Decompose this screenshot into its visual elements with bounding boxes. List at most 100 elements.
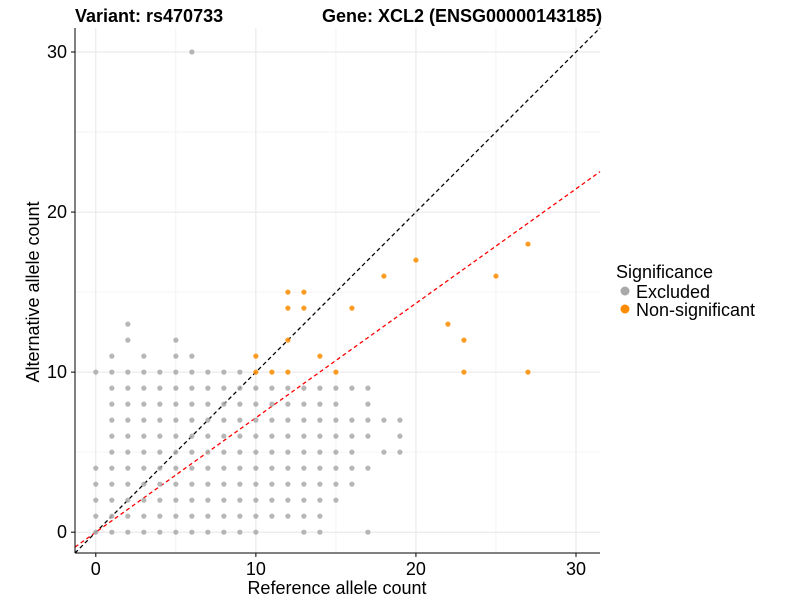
- point-excluded: [189, 529, 195, 535]
- point-excluded: [349, 433, 355, 439]
- legend-label-excluded: Excluded: [636, 282, 710, 302]
- point-excluded: [221, 401, 227, 407]
- point-excluded: [205, 401, 211, 407]
- x-tick-label: 0: [91, 559, 101, 579]
- point-excluded: [125, 321, 131, 327]
- tick-labels: 0 10 20 30 0 10 20 30: [47, 42, 586, 579]
- point-non-significant: [301, 289, 307, 295]
- point-excluded: [93, 513, 99, 519]
- point-non-significant: [253, 353, 259, 359]
- point-excluded: [349, 465, 355, 471]
- point-excluded: [253, 497, 259, 503]
- reference-lines: [74, 27, 601, 554]
- point-excluded: [189, 369, 195, 375]
- point-excluded: [189, 449, 195, 455]
- point-excluded: [141, 433, 147, 439]
- point-excluded: [109, 529, 115, 535]
- point-excluded: [237, 497, 243, 503]
- point-non-significant: [253, 369, 259, 375]
- point-excluded: [157, 497, 163, 503]
- point-excluded: [157, 433, 163, 439]
- point-excluded: [237, 385, 243, 391]
- point-excluded: [333, 481, 339, 487]
- point-excluded: [333, 449, 339, 455]
- point-excluded: [141, 465, 147, 471]
- point-excluded: [205, 433, 211, 439]
- point-excluded: [269, 433, 275, 439]
- point-excluded: [317, 385, 323, 391]
- point-excluded: [301, 497, 307, 503]
- y-tick-label: 0: [57, 522, 67, 542]
- point-excluded: [205, 529, 211, 535]
- x-axis-title: Reference allele count: [247, 578, 426, 598]
- point-excluded: [237, 481, 243, 487]
- point-excluded: [141, 385, 147, 391]
- point-excluded: [269, 417, 275, 423]
- point-excluded: [237, 513, 243, 519]
- y-tick-label: 10: [47, 362, 67, 382]
- point-excluded: [253, 449, 259, 455]
- point-excluded: [253, 465, 259, 471]
- point-non-significant: [317, 353, 323, 359]
- point-excluded: [285, 417, 291, 423]
- point-excluded: [125, 401, 131, 407]
- point-excluded: [237, 449, 243, 455]
- point-excluded: [301, 449, 307, 455]
- point-excluded: [141, 481, 147, 487]
- y-tick-label: 30: [47, 42, 67, 62]
- point-non-significant: [461, 337, 467, 343]
- point-excluded: [125, 529, 131, 535]
- point-non-significant: [525, 369, 531, 375]
- point-excluded: [285, 433, 291, 439]
- point-excluded: [333, 465, 339, 471]
- point-excluded: [237, 433, 243, 439]
- point-excluded: [285, 497, 291, 503]
- point-excluded: [109, 433, 115, 439]
- point-non-significant: [301, 305, 307, 311]
- point-excluded: [349, 481, 355, 487]
- point-excluded: [141, 401, 147, 407]
- point-excluded: [173, 465, 179, 471]
- point-excluded: [221, 481, 227, 487]
- point-excluded: [205, 465, 211, 471]
- point-excluded: [237, 401, 243, 407]
- point-excluded: [253, 385, 259, 391]
- point-excluded: [333, 497, 339, 503]
- data-points: [93, 49, 531, 535]
- point-excluded: [125, 513, 131, 519]
- point-excluded: [317, 433, 323, 439]
- point-excluded: [269, 401, 275, 407]
- legend-swatch-non-significant: [620, 304, 630, 314]
- point-excluded: [333, 433, 339, 439]
- point-excluded: [285, 385, 291, 391]
- point-excluded: [317, 449, 323, 455]
- point-excluded: [285, 465, 291, 471]
- point-excluded: [253, 481, 259, 487]
- point-excluded: [141, 513, 147, 519]
- point-excluded: [173, 497, 179, 503]
- point-excluded: [125, 433, 131, 439]
- point-excluded: [365, 417, 371, 423]
- point-excluded: [349, 449, 355, 455]
- point-excluded: [173, 481, 179, 487]
- point-excluded: [253, 401, 259, 407]
- point-excluded: [253, 417, 259, 423]
- point-excluded: [205, 513, 211, 519]
- point-non-significant: [285, 305, 291, 311]
- point-excluded: [189, 465, 195, 471]
- point-excluded: [317, 497, 323, 503]
- point-non-significant: [413, 257, 419, 263]
- point-excluded: [221, 529, 227, 535]
- point-excluded: [317, 401, 323, 407]
- grid-lines: [75, 28, 600, 553]
- point-non-significant: [461, 369, 467, 375]
- point-excluded: [93, 481, 99, 487]
- point-excluded: [189, 481, 195, 487]
- point-excluded: [237, 465, 243, 471]
- point-excluded: [237, 369, 243, 375]
- point-excluded: [157, 401, 163, 407]
- point-excluded: [365, 401, 371, 407]
- point-excluded: [301, 417, 307, 423]
- point-excluded: [285, 401, 291, 407]
- y-axis-title: Alternative allele count: [23, 201, 43, 382]
